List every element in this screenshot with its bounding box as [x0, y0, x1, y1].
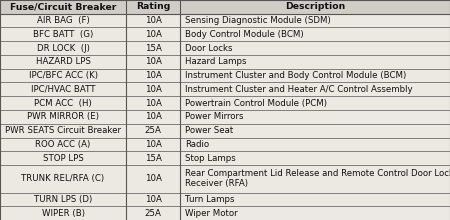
- Text: Rear Compartment Lid Release and Remote Control Door Lock
Receiver (RFA): Rear Compartment Lid Release and Remote …: [185, 169, 450, 189]
- Text: ROO ACC (A): ROO ACC (A): [36, 140, 90, 149]
- Bar: [0, 138, 450, 151]
- Bar: [0, 110, 450, 124]
- Text: 10A: 10A: [144, 71, 162, 80]
- Text: IPC/BFC ACC (K): IPC/BFC ACC (K): [28, 71, 98, 80]
- Text: 10A: 10A: [144, 174, 162, 183]
- Text: Power Seat: Power Seat: [185, 126, 234, 135]
- Text: 10A: 10A: [144, 140, 162, 149]
- Text: 10A: 10A: [144, 16, 162, 25]
- Bar: [0, 82, 450, 96]
- Bar: [0, 14, 450, 28]
- Text: WIPER (B): WIPER (B): [41, 209, 85, 218]
- Text: DR LOCK  (J): DR LOCK (J): [36, 44, 90, 53]
- Bar: [0, 0, 450, 14]
- Text: STOP LPS: STOP LPS: [43, 154, 83, 163]
- Text: Instrument Cluster and Heater A/C Control Assembly: Instrument Cluster and Heater A/C Contro…: [185, 85, 413, 94]
- Bar: [0, 69, 450, 82]
- Text: PCM ACC  (H): PCM ACC (H): [34, 99, 92, 108]
- Bar: [0, 55, 450, 69]
- Text: Fuse/Circuit Breaker: Fuse/Circuit Breaker: [10, 2, 116, 11]
- Text: Hazard Lamps: Hazard Lamps: [185, 57, 247, 66]
- Text: TURN LPS (D): TURN LPS (D): [34, 195, 92, 204]
- Text: Rating: Rating: [136, 2, 170, 11]
- Bar: [0, 28, 450, 41]
- Text: PWR SEATS Circuit Breaker: PWR SEATS Circuit Breaker: [5, 126, 121, 135]
- Text: 25A: 25A: [144, 209, 162, 218]
- Text: Powertrain Control Module (PCM): Powertrain Control Module (PCM): [185, 99, 328, 108]
- Text: Power Mirrors: Power Mirrors: [185, 112, 244, 121]
- Text: Turn Lamps: Turn Lamps: [185, 195, 235, 204]
- Bar: [0, 151, 450, 165]
- Bar: [0, 192, 450, 206]
- Text: 10A: 10A: [144, 57, 162, 66]
- Text: 15A: 15A: [144, 154, 162, 163]
- Text: TRUNK REL/RFA (C): TRUNK REL/RFA (C): [22, 174, 104, 183]
- Text: Door Locks: Door Locks: [185, 44, 233, 53]
- Text: Radio: Radio: [185, 140, 210, 149]
- Text: BFC BATT  (G): BFC BATT (G): [33, 30, 93, 39]
- Text: AIR BAG  (F): AIR BAG (F): [36, 16, 90, 25]
- Text: 25A: 25A: [144, 126, 162, 135]
- Text: 15A: 15A: [144, 44, 162, 53]
- Text: Sensing Diagnostic Module (SDM): Sensing Diagnostic Module (SDM): [185, 16, 331, 25]
- Text: IPC/HVAC BATT: IPC/HVAC BATT: [31, 85, 95, 94]
- Text: Description: Description: [285, 2, 345, 11]
- Text: Instrument Cluster and Body Control Module (BCM): Instrument Cluster and Body Control Modu…: [185, 71, 407, 80]
- Bar: [0, 41, 450, 55]
- Text: Stop Lamps: Stop Lamps: [185, 154, 236, 163]
- Text: Body Control Module (BCM): Body Control Module (BCM): [185, 30, 304, 39]
- Text: Wiper Motor: Wiper Motor: [185, 209, 238, 218]
- Bar: [0, 165, 450, 192]
- Bar: [0, 124, 450, 138]
- Text: HAZARD LPS: HAZARD LPS: [36, 57, 90, 66]
- Text: 10A: 10A: [144, 30, 162, 39]
- Text: 10A: 10A: [144, 195, 162, 204]
- Bar: [0, 206, 450, 220]
- Text: 10A: 10A: [144, 99, 162, 108]
- Bar: [0, 96, 450, 110]
- Text: 10A: 10A: [144, 85, 162, 94]
- Text: PWR MIRROR (E): PWR MIRROR (E): [27, 112, 99, 121]
- Text: 10A: 10A: [144, 112, 162, 121]
